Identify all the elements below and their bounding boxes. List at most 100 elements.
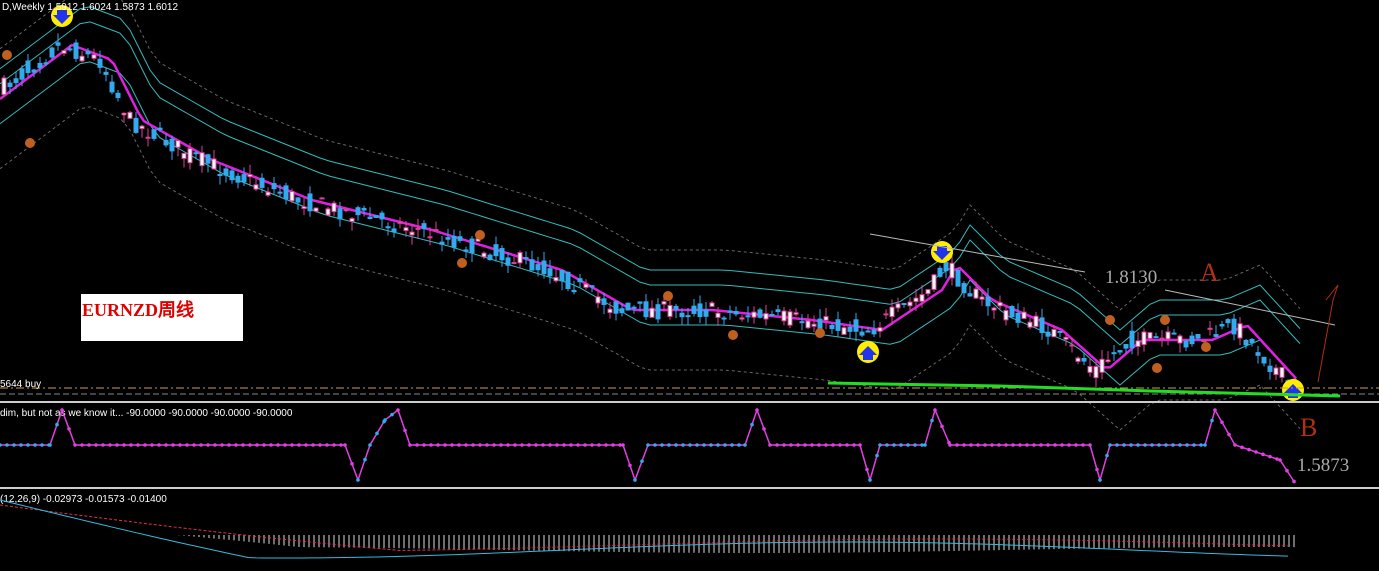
indicator-dot (234, 443, 238, 447)
indicator-dot (906, 443, 910, 447)
candle-body (61, 50, 67, 54)
candle-body (385, 226, 391, 229)
indicator-dot (1004, 443, 1008, 447)
indicator-dot (875, 453, 879, 458)
indicator-dot (597, 443, 601, 447)
indicator-dot (913, 443, 917, 447)
indicator-dot (164, 443, 168, 447)
candle-body (247, 174, 253, 178)
support-line (827, 381, 1341, 398)
candle-body (49, 47, 55, 58)
candle-body (433, 229, 439, 232)
candle-body (1111, 352, 1117, 355)
candle-body (1177, 335, 1183, 344)
candle-body (319, 197, 325, 200)
candle-body (55, 42, 61, 46)
candle-body (439, 241, 445, 245)
indicator-dot (1203, 443, 1207, 447)
candle-body (85, 51, 91, 55)
candle-body (457, 236, 463, 241)
indicator-dot (19, 443, 23, 447)
candle-body (745, 315, 751, 318)
candle-body (643, 301, 649, 318)
candle-body (517, 252, 523, 264)
indicator-dot (269, 443, 273, 447)
chart-label: EURNZD周线 (82, 299, 194, 320)
candle-body (79, 55, 85, 62)
indicator-dot (1105, 453, 1109, 458)
indicator-dot (492, 443, 496, 447)
candle-body (235, 175, 241, 183)
indicator-dot (810, 443, 814, 447)
indicator-dot (1164, 443, 1168, 447)
indicator-dot (702, 443, 706, 447)
trend-line (1164, 289, 1336, 326)
candle-body (331, 202, 337, 213)
candle-body (301, 206, 307, 209)
candle-body (625, 302, 631, 311)
candle-body (799, 321, 805, 324)
macd-line (0, 499, 1289, 559)
chart-header: D,Weekly 1.5912 1.6024 1.5873 1.6012 (2, 2, 178, 13)
candle-body (877, 327, 883, 332)
point-label: B (1300, 413, 1317, 442)
indicator-dot (318, 443, 322, 447)
indicator-dot (213, 443, 217, 447)
candle-body (1249, 339, 1255, 344)
arrow-drawing (1317, 284, 1339, 383)
candle-body (553, 277, 559, 282)
indicator-dot (262, 443, 266, 447)
candle-body (115, 92, 121, 99)
candle-body (409, 231, 415, 236)
candle-body (985, 296, 991, 307)
indicator-dot (101, 443, 105, 447)
indicator-dot (899, 443, 903, 447)
indicator-dot (55, 422, 59, 427)
candle-body (1243, 339, 1249, 346)
candle-body (1099, 358, 1105, 373)
candle-body (1261, 356, 1267, 364)
candle-body (1063, 336, 1069, 340)
candle-body (1087, 365, 1093, 373)
fractal-marker (475, 230, 485, 240)
candle-body (487, 254, 493, 261)
indicator-dot (436, 443, 440, 447)
candle-body (1009, 306, 1015, 318)
macd-pane (0, 499, 1295, 559)
candle-body (757, 309, 763, 318)
candle-body (1135, 340, 1141, 347)
candle-body (253, 184, 259, 190)
candle-body (163, 139, 169, 146)
candle-body (997, 301, 1003, 307)
indicator-dot (343, 443, 347, 447)
indicator-dot (1115, 443, 1119, 447)
indicator-dot (737, 443, 741, 447)
indicator-dot (1185, 443, 1189, 447)
indicator-dot (1254, 450, 1258, 454)
indicator-dot (48, 443, 52, 447)
candle-body (1225, 319, 1231, 324)
candle-body (607, 308, 613, 314)
indicator-dot (157, 443, 161, 447)
indicator-header: dim, but not as we know it... -90.0000 -… (0, 408, 293, 419)
indicator-dot (541, 443, 545, 447)
indicator-dot (1143, 443, 1147, 447)
indicator-dot (1171, 443, 1175, 447)
candle-body (1123, 344, 1129, 349)
candle-body (1045, 331, 1051, 337)
indicator-dot (723, 443, 727, 447)
candle-body (1057, 330, 1063, 333)
candle-body (697, 303, 703, 318)
candle-body (931, 274, 937, 290)
indicator-dot (730, 443, 734, 447)
indicator-dot (457, 443, 461, 447)
indicator-dot (255, 443, 259, 447)
candle-body (781, 310, 787, 322)
indicator-dot (775, 443, 779, 447)
candle-body (151, 129, 157, 139)
candle-body (1093, 366, 1099, 379)
candle-body (715, 312, 721, 318)
candle-body (1075, 357, 1081, 362)
indicator-dot (1081, 443, 1085, 447)
